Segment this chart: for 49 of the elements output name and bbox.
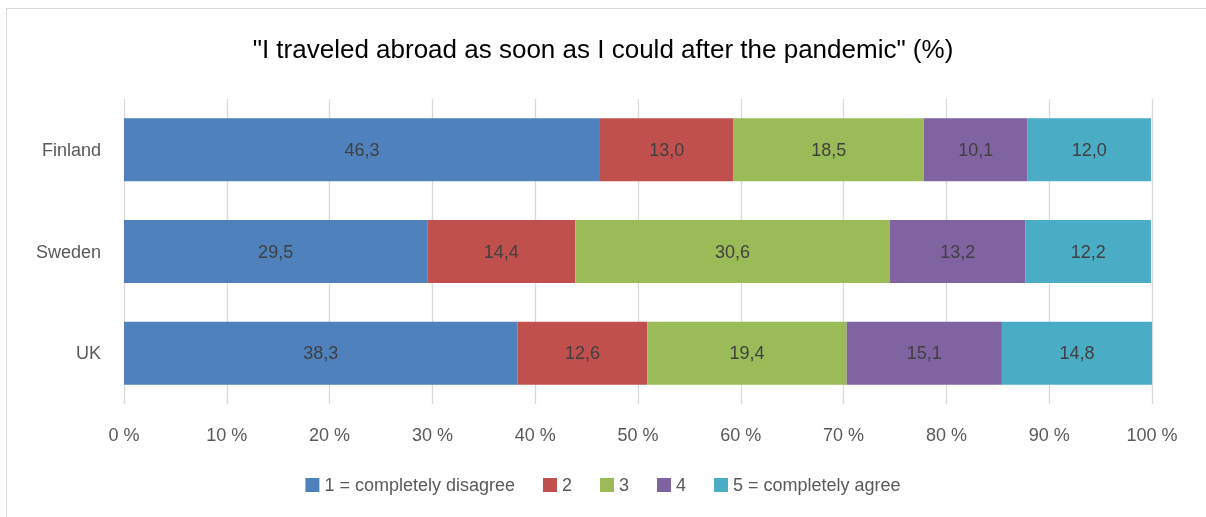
x-tick-label: 40 % bbox=[514, 425, 556, 445]
data-label: 12,0 bbox=[1071, 139, 1107, 160]
data-label: 13,0 bbox=[649, 139, 685, 160]
chart-title: "I traveled abroad as soon as I could after the pandemic" (%) bbox=[252, 34, 954, 64]
x-tick-label: 80 % bbox=[925, 425, 967, 445]
y-tick-label: Finland bbox=[41, 139, 101, 160]
bar bbox=[923, 118, 1028, 182]
x-tick-label: 30 % bbox=[411, 425, 453, 445]
data-label: 46,3 bbox=[344, 139, 380, 160]
x-tick-label: 90 % bbox=[1028, 425, 1070, 445]
legend-label: 1 = completely disagree bbox=[324, 475, 515, 495]
x-tick-label: 0 % bbox=[108, 425, 140, 445]
bar bbox=[889, 219, 1026, 284]
data-label: 29,5 bbox=[258, 241, 294, 262]
bar bbox=[427, 219, 576, 284]
legend-label: 4 bbox=[676, 475, 687, 495]
bar bbox=[733, 118, 924, 182]
bar bbox=[124, 321, 518, 385]
y-tick-label: Sweden bbox=[35, 241, 101, 262]
bar bbox=[124, 219, 428, 284]
bar bbox=[647, 321, 847, 385]
x-tick-label: 70 % bbox=[823, 425, 865, 445]
bar bbox=[575, 219, 890, 284]
data-label: 13,2 bbox=[940, 241, 976, 262]
legend-label: 3 bbox=[619, 475, 630, 495]
x-tick-label: 100 % bbox=[1126, 425, 1178, 445]
x-tick-label: 20 % bbox=[309, 425, 351, 445]
data-label: 12,2 bbox=[1070, 241, 1106, 262]
x-tick-label: 60 % bbox=[720, 425, 762, 445]
data-label: 18,5 bbox=[811, 139, 847, 160]
y-tick-label: UK bbox=[75, 343, 101, 364]
bar bbox=[1027, 118, 1151, 182]
data-label: 30,6 bbox=[715, 241, 751, 262]
data-label: 19,4 bbox=[729, 343, 765, 364]
legend-label: 2 bbox=[561, 475, 572, 495]
data-label: 12,6 bbox=[564, 343, 601, 364]
bar bbox=[517, 321, 648, 385]
bar bbox=[124, 118, 600, 182]
data-label: 15,1 bbox=[906, 343, 942, 364]
data-label: 38,3 bbox=[303, 343, 339, 364]
data-label: 14,8 bbox=[1059, 343, 1095, 364]
bar bbox=[846, 321, 1002, 385]
bar bbox=[599, 118, 734, 182]
legend-label: 5 = completely agree bbox=[733, 475, 901, 495]
data-label: 14,4 bbox=[483, 241, 519, 262]
bar bbox=[1025, 219, 1151, 284]
x-tick-label: 10 % bbox=[206, 425, 248, 445]
x-tick-label: 50 % bbox=[617, 425, 659, 445]
data-label: 10,1 bbox=[958, 139, 994, 160]
